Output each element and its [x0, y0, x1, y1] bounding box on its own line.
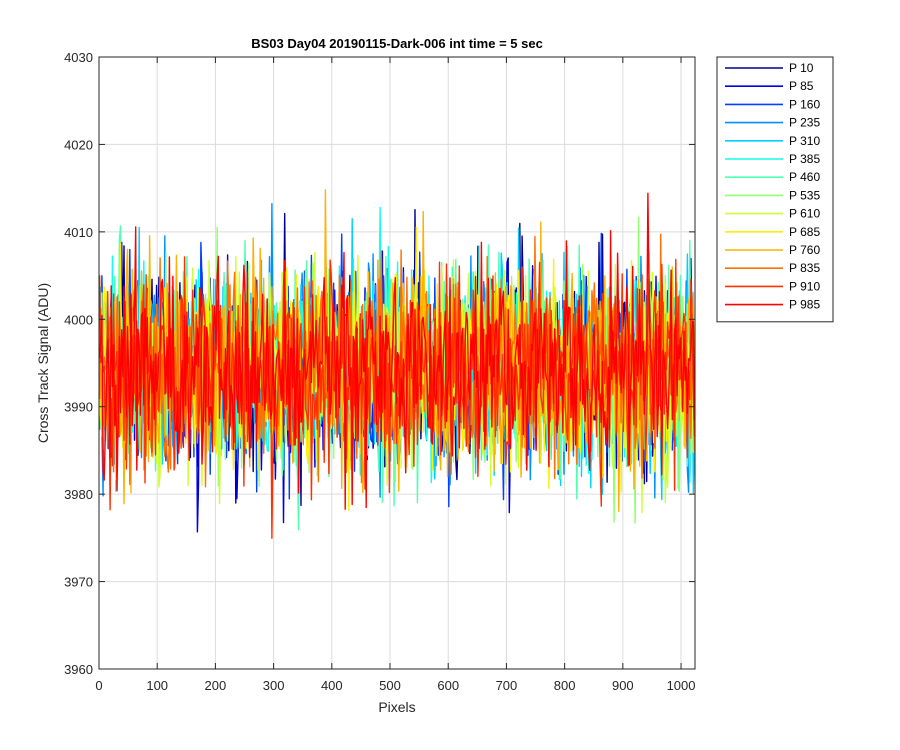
series-line-p-985 — [98, 192, 696, 510]
y-tick-label: 3970 — [64, 575, 93, 590]
x-tick-label: 200 — [205, 678, 227, 693]
x-tick-label: 300 — [263, 678, 285, 693]
x-axis-title: Pixels — [378, 699, 415, 715]
legend-label: P 385 — [789, 152, 820, 166]
legend: P 10 P 85 P 160 P 235 P 310 P 385 P 460 P 535 P … — [716, 56, 834, 323]
y-tick-label: 3990 — [64, 400, 93, 415]
legend-label: P 910 — [789, 279, 820, 293]
y-tick-label: 3980 — [64, 487, 93, 502]
axis-ticks: 0 100 200 300 400 500 600 700 800 900 1000 3960 3970… — [64, 50, 695, 693]
x-tick-label: 500 — [379, 678, 401, 693]
chart-title: BS03 Day04 20190115-Dark-006 int time = … — [251, 36, 543, 51]
y-tick-label: 4020 — [64, 137, 93, 152]
y-tick-label: 3960 — [64, 662, 93, 677]
series-lines — [98, 189, 696, 539]
x-tick-label: 400 — [321, 678, 343, 693]
legend-label: P 685 — [789, 225, 820, 239]
legend-label: P 235 — [789, 116, 820, 130]
x-tick-label: 800 — [554, 678, 576, 693]
x-tick-label: 100 — [146, 678, 168, 693]
x-tick-label: 700 — [496, 678, 518, 693]
legend-box — [716, 56, 834, 323]
legend-label: P 10 — [789, 61, 814, 75]
y-tick-label: 4000 — [64, 312, 93, 327]
legend-label: P 535 — [789, 188, 820, 202]
legend-label: P 160 — [789, 97, 820, 111]
legend-label: P 835 — [789, 261, 820, 275]
x-tick-label: 0 — [95, 678, 102, 693]
plot-area-frame — [98, 56, 696, 670]
y-tick-label: 4010 — [64, 225, 93, 240]
legend-label: P 985 — [789, 298, 820, 312]
legend-label: P 610 — [789, 207, 820, 221]
y-axis-title: Cross Track Signal (ADU) — [35, 283, 51, 443]
legend-label: P 310 — [789, 134, 820, 148]
x-tick-label: 900 — [612, 678, 634, 693]
y-tick-label: 4030 — [64, 50, 93, 65]
x-tick-label: 1000 — [667, 678, 696, 693]
legend-label: P 460 — [789, 170, 820, 184]
x-tick-label: 600 — [437, 678, 459, 693]
legend-label: P 85 — [789, 79, 814, 93]
legend-label: P 760 — [789, 243, 820, 257]
